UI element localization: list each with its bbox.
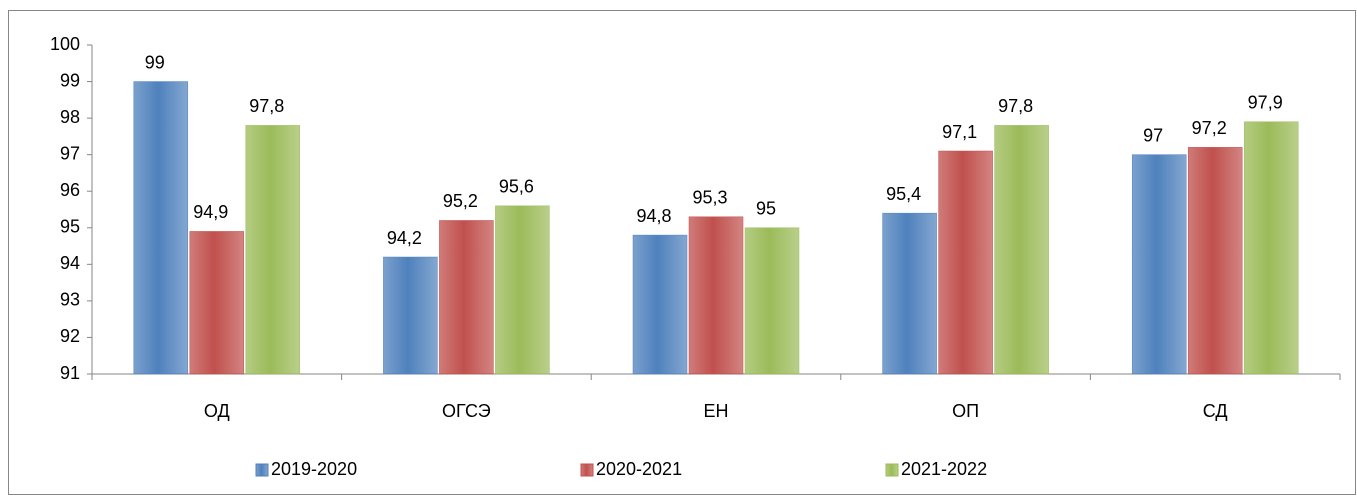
value-label: 97,8 [249,96,284,116]
bar [632,234,688,375]
bar [1243,121,1299,375]
bar [882,212,937,375]
value-label: 94,8 [636,206,671,226]
value-label: 97,8 [998,96,1033,116]
legend-marker [580,463,594,477]
value-label: 97,2 [1192,118,1227,138]
x-tick-label: ОГСЭ [442,401,491,421]
y-tick-label: 98 [60,107,80,127]
y-tick-label: 99 [60,70,80,90]
legend-label: 2020-2021 [596,459,682,479]
x-tick-label: СД [1203,401,1228,421]
bar [744,227,800,375]
value-label: 97 [1143,125,1163,145]
value-label: 95 [756,199,776,219]
bar [245,125,301,375]
value-label: 99 [145,52,165,72]
x-tick-label: ОП [952,401,979,421]
value-label: 95,4 [886,184,921,204]
legend-marker [885,463,899,477]
bar [383,256,438,375]
y-tick-label: 97 [60,143,80,163]
legend-marker [255,463,269,477]
bar [189,231,245,375]
bar [495,205,550,375]
legend-label: 2019-2020 [271,459,357,479]
value-label: 97,1 [942,122,977,142]
bar [1187,147,1243,375]
value-label: 97,9 [1248,93,1283,113]
value-label: 95,3 [692,188,727,208]
y-tick-label: 95 [60,217,80,237]
x-tick-label: ЕН [703,401,728,421]
y-tick-label: 94 [60,253,80,273]
bar [439,220,494,375]
y-tick-label: 100 [50,34,80,54]
x-tick-label: ОД [204,401,230,421]
y-tick-label: 96 [60,180,80,200]
value-label: 95,6 [499,177,534,197]
legend-label: 2021-2022 [901,459,987,479]
value-label: 94,9 [193,202,228,222]
bar [1131,154,1187,375]
bar [938,150,993,375]
bar [133,81,189,375]
value-label: 95,2 [443,191,478,211]
y-tick-label: 93 [60,290,80,310]
bar [688,216,744,375]
y-tick-label: 91 [60,363,80,383]
y-tick-label: 92 [60,326,80,346]
value-label: 94,2 [387,228,422,248]
bar [994,125,1049,375]
